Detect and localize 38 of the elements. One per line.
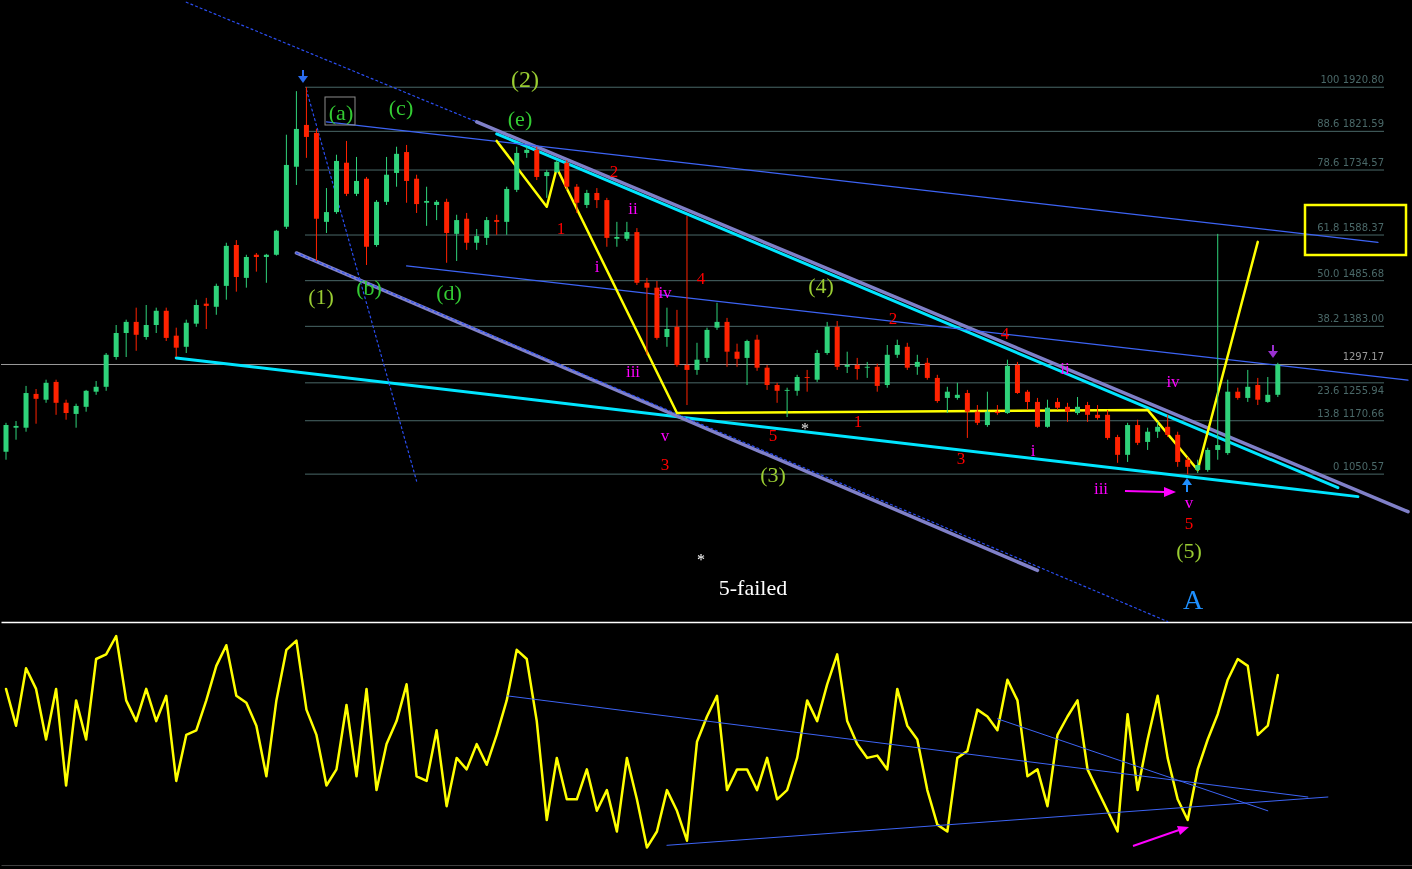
ref-line-label: 50.0 1485.68 — [1317, 267, 1384, 279]
annotation: (c) — [388, 95, 414, 120]
annotation: ii — [628, 199, 638, 218]
annotation: A — [1182, 584, 1204, 615]
annotation: (5) — [1176, 538, 1202, 563]
annotation: 5-failed — [718, 575, 788, 600]
annotation: v — [1184, 493, 1194, 512]
annotation: 5 — [1184, 514, 1194, 533]
annotation: (3) — [760, 462, 786, 487]
ref-line-label: 23.6 1255.94 — [1317, 384, 1384, 396]
annotation: (e) — [507, 106, 533, 131]
annotation: (d) — [436, 280, 462, 305]
annotation: v — [660, 426, 670, 445]
ref-line-label: 38.2 1383.00 — [1317, 313, 1384, 325]
ref-line-label: 88.6 1821.59 — [1317, 118, 1384, 130]
annotation: iv — [1166, 372, 1181, 391]
annotation: * — [697, 551, 705, 568]
annotation: 2 — [609, 162, 619, 181]
ref-line-label: 0 1050.57 — [1333, 461, 1384, 473]
annotation: 5 — [768, 426, 778, 445]
annotation: * — [801, 420, 809, 437]
annotation: iii — [625, 362, 641, 381]
ref-line-label: 78.6 1734.57 — [1317, 157, 1384, 169]
ref-line-label: 13.8 1170.66 — [1317, 407, 1384, 419]
annotation: i — [594, 257, 600, 276]
annotation: 3 — [660, 455, 670, 474]
ref-line-label: 61.8 1588.37 — [1317, 222, 1384, 234]
annotation: iii — [1093, 479, 1109, 498]
annotation: i — [1030, 441, 1036, 460]
annotation: 1 — [853, 412, 863, 431]
ref-line-label: 100 1920.80 — [1320, 74, 1384, 86]
annotation: 1 — [556, 219, 566, 238]
annotation: (4) — [808, 273, 834, 298]
annotation: 3 — [956, 449, 966, 468]
annotation: (2) — [511, 66, 539, 92]
annotation: (1) — [308, 284, 334, 309]
ref-line-label: 1297.17 — [1342, 351, 1384, 363]
annotation: 4 — [696, 269, 706, 288]
